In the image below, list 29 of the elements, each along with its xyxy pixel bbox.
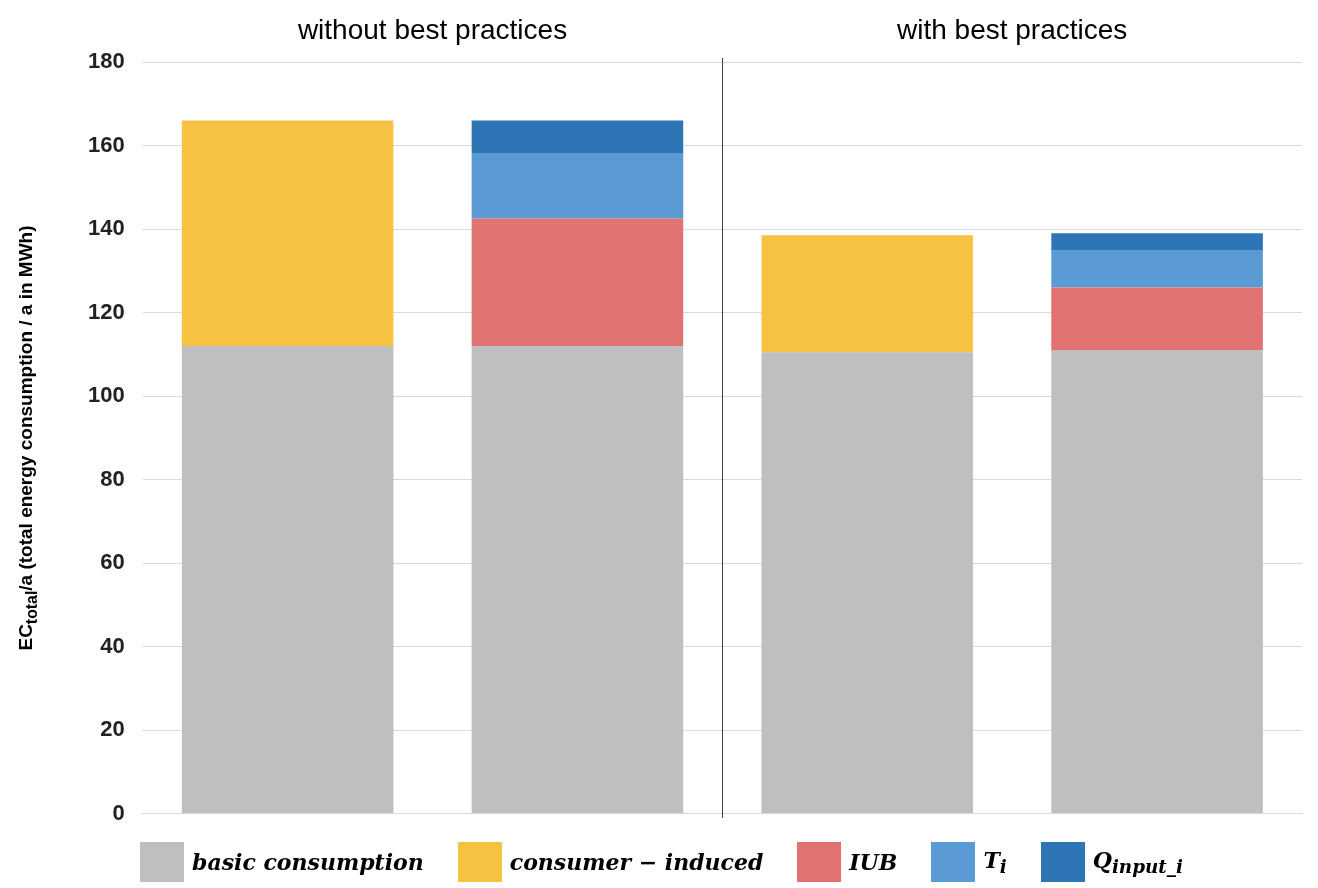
y-tick-label: 120: [87, 298, 125, 324]
bar: [761, 352, 974, 814]
bar: [1051, 350, 1263, 814]
bar: [471, 345, 684, 814]
y-tick-label: 100: [87, 382, 125, 408]
legend-label: consumer − induced: [509, 849, 764, 875]
y-tick-label: 20: [100, 716, 125, 742]
legend-label: Q$_{input_i}$: [1092, 846, 1183, 878]
bar: [181, 345, 394, 814]
bar: [1051, 249, 1263, 288]
y-tick-label: 40: [100, 632, 125, 658]
y-tick-label: 140: [87, 215, 125, 241]
y-tick-label: 60: [100, 549, 125, 575]
text: with best practices: [897, 14, 1128, 46]
y-tick-label: 80: [100, 465, 125, 491]
bar: [471, 120, 684, 154]
legend-label: basic consumption: [192, 849, 424, 875]
legend-label: T$_{i}$: [983, 846, 1007, 878]
text: without best practices: [297, 14, 568, 46]
bar: [181, 120, 394, 346]
y-tick-label: 180: [87, 48, 125, 74]
legend-label: IUB: [849, 849, 898, 875]
bar: [1051, 287, 1263, 351]
bar: [1051, 233, 1263, 250]
y-tick-label: 160: [87, 131, 125, 157]
bar: [761, 235, 974, 353]
bar: [471, 153, 684, 219]
bar: [471, 218, 684, 346]
y-tick-label: 0: [112, 799, 125, 825]
